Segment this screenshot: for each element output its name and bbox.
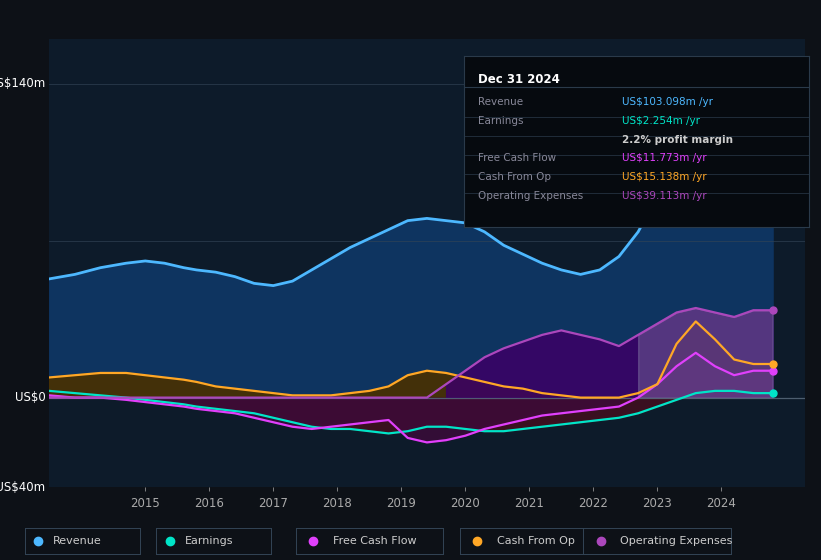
Text: Free Cash Flow: Free Cash Flow: [333, 536, 416, 546]
Text: US$140m: US$140m: [0, 77, 45, 91]
Text: -US$40m: -US$40m: [0, 480, 45, 494]
Text: 2.2% profit margin: 2.2% profit margin: [622, 135, 733, 144]
Text: Earnings: Earnings: [185, 536, 233, 546]
Text: US$11.773m /yr: US$11.773m /yr: [622, 153, 707, 164]
Text: US$15.138m /yr: US$15.138m /yr: [622, 172, 707, 182]
Text: Revenue: Revenue: [53, 536, 102, 546]
Text: Cash From Op: Cash From Op: [497, 536, 575, 546]
Text: US$0: US$0: [15, 391, 45, 404]
Text: Revenue: Revenue: [478, 97, 523, 107]
Text: Free Cash Flow: Free Cash Flow: [478, 153, 556, 164]
Text: Cash From Op: Cash From Op: [478, 172, 551, 182]
Text: US$39.113m /yr: US$39.113m /yr: [622, 191, 707, 201]
Text: Earnings: Earnings: [478, 116, 523, 126]
Text: Operating Expenses: Operating Expenses: [620, 536, 732, 546]
Text: Dec 31 2024: Dec 31 2024: [478, 73, 560, 86]
Text: US$2.254m /yr: US$2.254m /yr: [622, 116, 700, 126]
Text: US$103.098m /yr: US$103.098m /yr: [622, 97, 713, 107]
Text: Operating Expenses: Operating Expenses: [478, 191, 583, 201]
